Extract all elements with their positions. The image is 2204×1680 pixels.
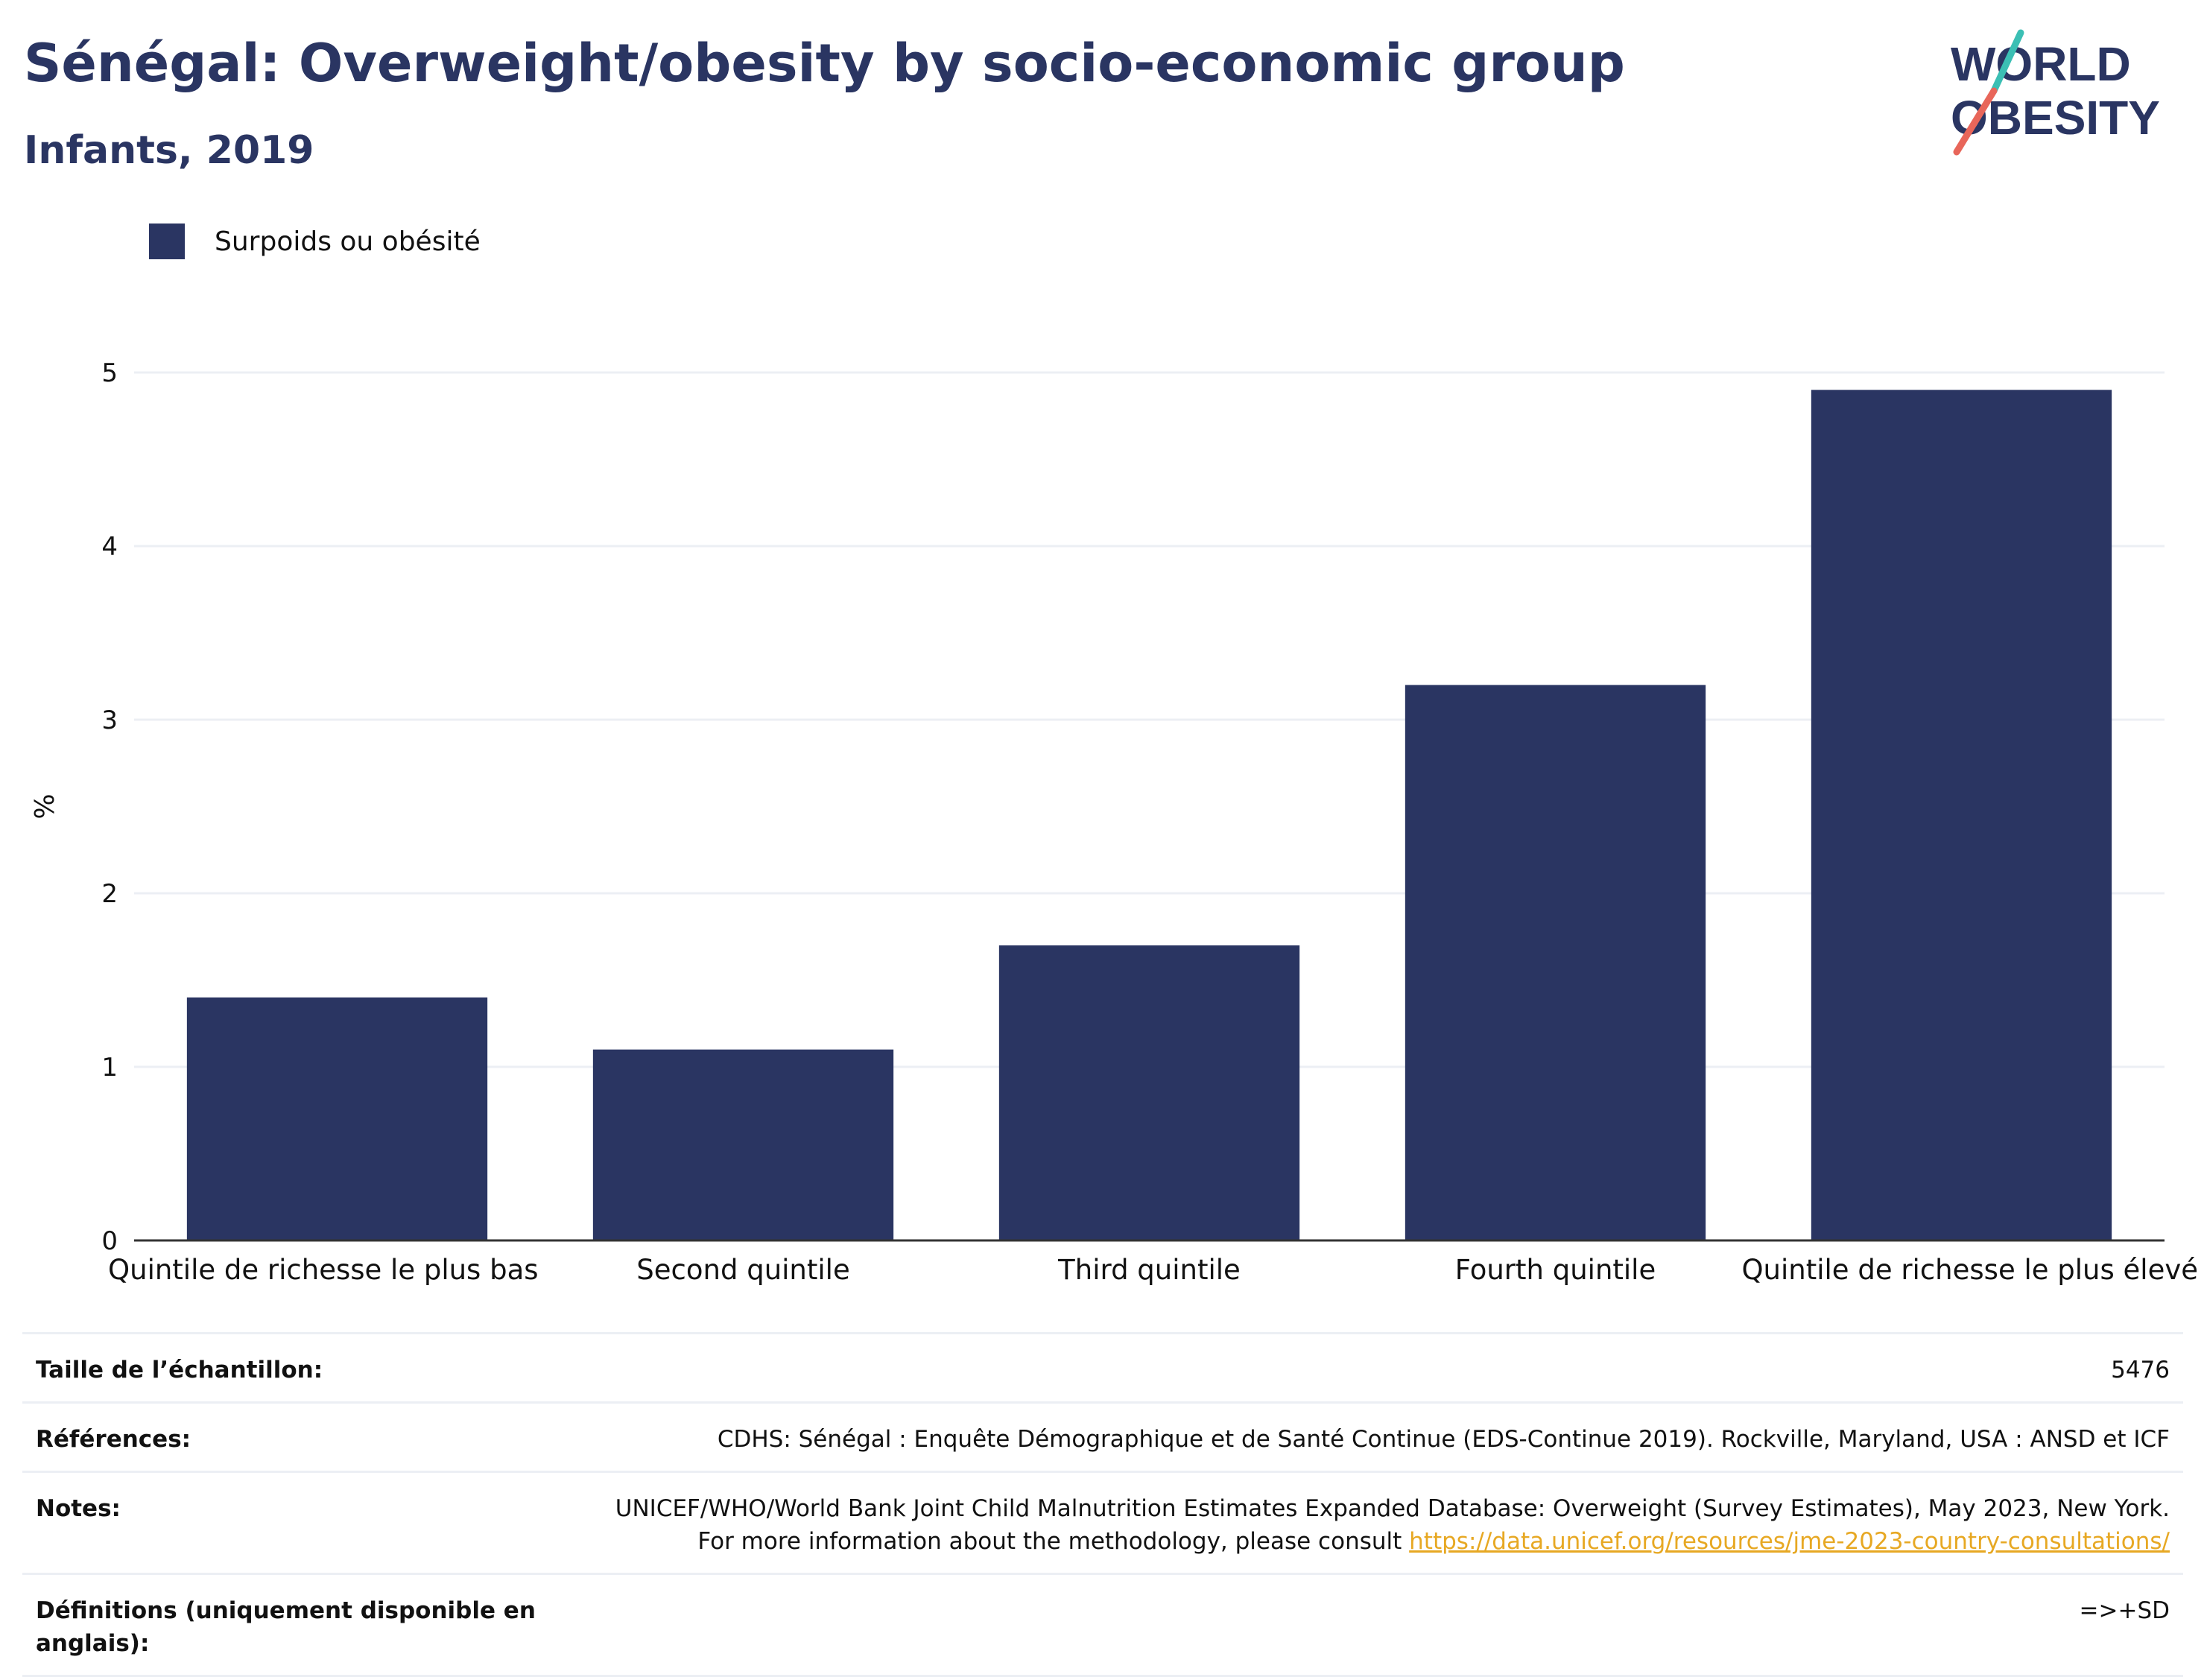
legend-label: Surpoids ou obésité	[215, 226, 481, 257]
info-row-definitions: Définitions (uniquement disponible en an…	[22, 1573, 2183, 1677]
bar	[998, 945, 1300, 1240]
world-obesity-logo: WORLD OBESITY	[1951, 29, 2160, 156]
logo-line2: OBESITY	[1951, 91, 2160, 145]
y-axis-label: %	[30, 793, 60, 819]
y-tick-label: 5	[101, 358, 118, 388]
info-row-sample-size: Taille de l’échantillon: 5476	[22, 1332, 2183, 1401]
info-label: Notes:	[36, 1495, 121, 1522]
info-label: Taille de l’échantillon:	[36, 1357, 323, 1383]
y-tick-label: 2	[101, 879, 118, 909]
info-row-references: Références: CDHS: Sénégal : Enquête Démo…	[22, 1401, 2183, 1471]
chart-subtitle: Infants, 2019	[24, 128, 314, 173]
logo-slash-bottom	[1953, 87, 1998, 156]
info-value: UNICEF/WHO/World Bank Joint Child Malnut…	[590, 1492, 2170, 1558]
logo-line1: WORLD	[1951, 37, 2131, 91]
x-tick-label: Quintile de richesse le plus élevé	[1741, 1254, 2198, 1286]
x-tick-label: Fourth quintile	[1455, 1254, 1656, 1286]
x-tick-label: Second quintile	[636, 1254, 849, 1286]
info-label: Définitions (uniquement disponible en an…	[36, 1597, 536, 1657]
y-tick-label: 4	[101, 532, 118, 562]
x-tick-label: Quintile de richesse le plus bas	[108, 1254, 539, 1286]
info-row-notes: Notes: UNICEF/WHO/World Bank Joint Child…	[22, 1471, 2183, 1573]
y-tick-label: 0	[101, 1226, 118, 1256]
bar	[1811, 390, 2112, 1240]
bar	[186, 997, 488, 1240]
bar-chart: 0 1 2 3 4 5% Quintile de richesse le plus bas S…	[30, 358, 2198, 1286]
info-value: CDHS: Sénégal : Enquête Démographique et…	[717, 1426, 2170, 1453]
legend-swatch	[149, 224, 185, 259]
info-label: Références:	[36, 1426, 191, 1453]
y-tick-label: 1	[101, 1053, 118, 1083]
bar	[1405, 685, 1706, 1240]
chart-legend: Surpoids ou obésité	[149, 221, 481, 262]
info-table: Taille de l’échantillon: 5476 Références…	[22, 1332, 2183, 1677]
logo-slash-top	[1990, 29, 2024, 95]
y-tick-label: 3	[101, 706, 118, 735]
info-value: =>+SD	[2079, 1597, 2170, 1624]
bar	[592, 1049, 894, 1240]
notes-text: UNICEF/WHO/World Bank Joint Child Malnut…	[615, 1495, 2170, 1555]
info-value: 5476	[2111, 1357, 2170, 1383]
chart-title: Sénégal: Overweight/obesity by socio-eco…	[24, 33, 1625, 94]
x-tick-label: Third quintile	[1057, 1254, 1241, 1286]
methodology-link[interactable]: https://data.unicef.org/resources/jme-20…	[1409, 1528, 2170, 1555]
